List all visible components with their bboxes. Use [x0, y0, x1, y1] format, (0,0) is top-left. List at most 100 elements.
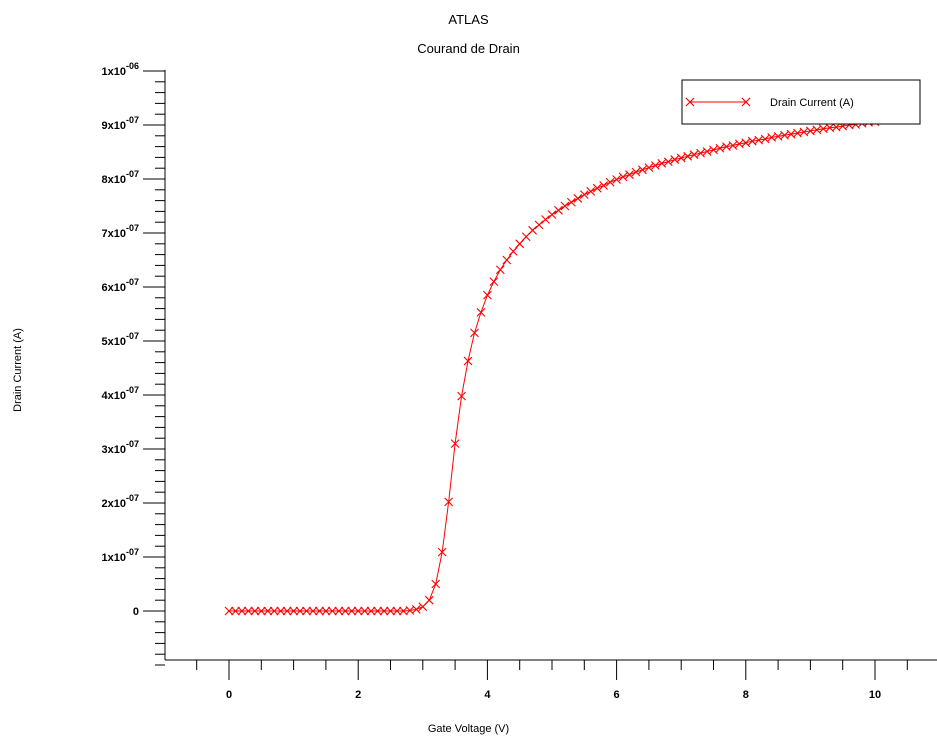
data-point — [483, 290, 492, 300]
y-tick-label: 3x10-07 — [102, 439, 140, 456]
series-line — [229, 121, 876, 612]
data-point — [437, 547, 447, 557]
data-point — [463, 356, 473, 366]
data-point — [250, 606, 260, 616]
data-point — [728, 141, 738, 150]
data-point — [541, 215, 550, 224]
y-tick-label: 2x10-07 — [102, 493, 140, 510]
series-drain-current — [224, 117, 880, 616]
y-axis-label: Drain Current (A) — [12, 328, 24, 412]
data-point — [560, 201, 570, 211]
data-point — [470, 328, 479, 338]
data-point — [670, 155, 680, 164]
data-point — [528, 225, 538, 235]
data-point — [353, 606, 363, 616]
data-point — [373, 606, 382, 616]
data-point — [282, 606, 292, 616]
data-point — [502, 255, 512, 265]
data-point — [534, 220, 544, 230]
data-point — [457, 391, 466, 401]
chart-title: ATLAS — [448, 12, 489, 27]
data-point — [625, 170, 634, 180]
data-point — [683, 151, 693, 161]
y-tick-label: 4x10-07 — [102, 385, 140, 402]
y-tick-label: 1x10-07 — [102, 547, 140, 564]
y-tick-label: 1x10-06 — [102, 61, 140, 78]
data-point — [676, 153, 686, 163]
y-tick-label: 0 — [133, 606, 139, 618]
legend-label: Drain Current (A) — [770, 97, 854, 109]
data-point — [612, 175, 621, 184]
data-point — [334, 606, 344, 616]
data-point — [308, 606, 318, 616]
data-point — [631, 167, 641, 177]
data-point — [237, 606, 247, 616]
data-point — [379, 606, 389, 616]
x-axis-label: Gate Voltage (V) — [427, 723, 510, 735]
data-point — [444, 497, 454, 507]
data-point — [599, 181, 609, 190]
data-point — [386, 606, 395, 616]
data-point — [554, 205, 563, 215]
y-axis: 0 1x10-07 2x10-07 3x10-07 4x10-07 5x10-07 6x10… — [102, 61, 166, 666]
data-point — [411, 604, 421, 614]
data-point — [489, 277, 499, 286]
data-point — [450, 439, 460, 448]
data-point — [709, 145, 718, 155]
x-tick-label: 10 — [869, 689, 881, 701]
data-point — [256, 606, 266, 616]
data-point — [289, 606, 298, 616]
data-point — [663, 157, 673, 167]
data-point — [263, 606, 273, 616]
data-point — [638, 165, 647, 175]
data-point — [657, 158, 667, 168]
data-point — [715, 143, 725, 153]
data-point — [566, 197, 576, 207]
data-point — [760, 134, 770, 144]
data-point — [605, 177, 615, 187]
data-point — [741, 138, 751, 148]
data-point — [315, 606, 324, 616]
data-point — [476, 307, 486, 317]
data-point — [243, 606, 253, 616]
y-tick-label: 9x10-07 — [102, 115, 140, 132]
data-point — [689, 150, 699, 160]
data-point — [327, 606, 337, 616]
y-tick-label: 7x10-07 — [102, 223, 140, 240]
data-point — [224, 606, 234, 616]
data-point — [366, 606, 376, 616]
x-tick-label: 2 — [355, 689, 361, 701]
data-point — [702, 147, 712, 156]
data-point — [269, 606, 279, 616]
data-point — [586, 187, 596, 196]
data-point — [579, 190, 589, 200]
y-tick-label: 5x10-07 — [102, 331, 140, 348]
data-point — [392, 606, 402, 616]
chart-subtitle: Courand de Drain — [417, 41, 520, 56]
data-point — [650, 161, 660, 170]
data-point — [360, 606, 370, 616]
data-point — [431, 579, 441, 589]
data-point — [495, 265, 505, 275]
legend-marker-x — [685, 97, 695, 107]
data-point — [424, 595, 434, 605]
data-point — [592, 183, 602, 193]
data-point — [618, 172, 628, 182]
y-tick-label: 6x10-07 — [102, 277, 140, 294]
data-point — [644, 163, 654, 173]
data-point — [508, 246, 518, 256]
legend-marker-x — [741, 97, 751, 107]
data-point — [340, 606, 350, 616]
data-point — [276, 606, 286, 616]
x-tick-label: 0 — [226, 689, 232, 701]
data-point — [515, 239, 525, 249]
y-tick-label: 8x10-07 — [102, 169, 140, 186]
x-tick-label: 8 — [743, 689, 749, 701]
data-point — [573, 194, 583, 203]
data-point — [347, 606, 357, 616]
data-point — [302, 606, 311, 616]
x-tick-label: 4 — [484, 689, 491, 701]
data-point — [295, 606, 305, 616]
x-axis: 0 2 4 6 8 10 — [165, 659, 937, 701]
